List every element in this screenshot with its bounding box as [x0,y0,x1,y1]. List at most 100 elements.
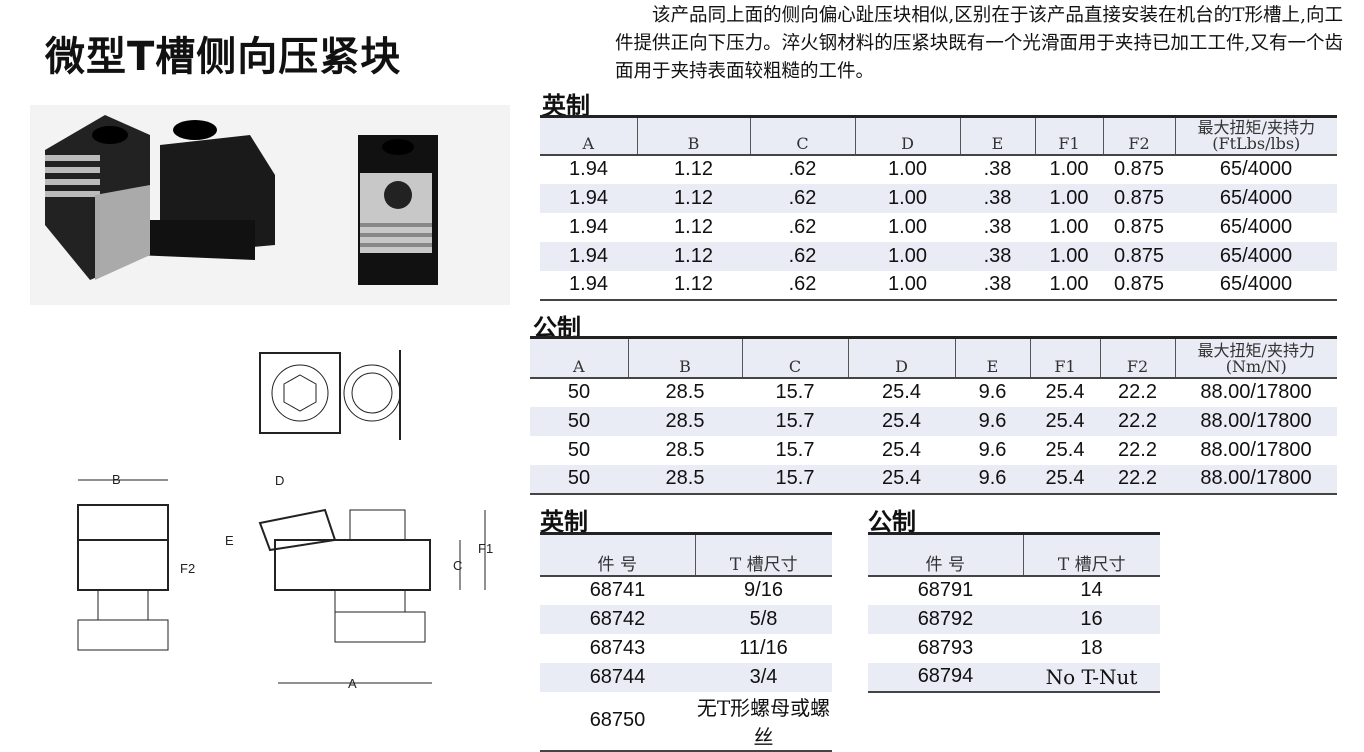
table-cell: 68793 [917,636,974,659]
table-row: 1.94 1.12.62 1.00.38 1.00 0.875 65/4000 [540,271,1337,300]
column-header: C [749,116,855,155]
table-cell: 65/4000 [1219,215,1293,238]
table-cell: 50 [567,438,591,461]
table-cell: 68791 [917,579,974,601]
table-row: 68791 14 [868,576,1160,605]
table-cell: 9/16 [744,579,783,601]
table-row: 68750 无T形螺母或螺丝 [540,692,832,751]
svg-text:E: E [225,533,234,548]
table-cell: 88.00/17800 [1200,438,1312,461]
table-cell: 68742 [540,604,695,634]
table-cell: 5/8 [695,604,832,634]
table-cell: 25.4 [1030,464,1100,494]
table-cell: 1.12 [674,215,713,238]
table-cell: 25.4 [1045,381,1085,403]
table-cell: 0.875 [1113,215,1165,238]
table-cell: 15.7 [775,381,815,403]
table-row: 1.94 1.12.62 1.00.38 1.00 0.875 65/4000 [540,155,1337,184]
table-cell: 68792 [868,604,1023,634]
table-cell: 1.00 [888,215,927,238]
table-cell: 9.6 [978,381,1007,403]
table-cell: 68750 [589,709,646,731]
table-cell: 9.6 [978,438,1007,461]
table-cell: 15.7 [742,464,848,494]
column-header: D [847,337,955,378]
table-cell: 1.12 [674,273,713,295]
table-cell: 0.875 [1113,158,1165,180]
metric-dimensions-table: A B C D E F1 F2 最大扭矩/夹持力 (Nm/N) 50 28.5 15.7 25.4 9.… [530,336,1337,495]
column-header: F2 [1102,116,1175,155]
column-header: B [627,337,742,378]
table-cell: 1.12 [674,158,713,180]
table-cell: 1.94 [569,273,608,295]
column-header: F1 [1029,337,1100,378]
imperial-label: 英制 [542,92,590,120]
column-header: 件 号 [868,533,1023,576]
table-cell: 1.12 [637,183,750,213]
table-row: 1.94 1.12.62 1.00.38 1.00 0.875 65/4000 [540,183,1337,213]
table-row: 50 28.5 15.7 25.4 9.6 25.4 22.2 88.00/17800 [530,406,1337,436]
table-cell: 0.875 [1103,241,1175,271]
table-cell: 1.00 [1035,241,1103,271]
table-cell: 68744 [540,662,695,692]
table-cell: 28.5 [628,406,742,436]
table-cell: 1.00 [855,241,960,271]
table-cell: 28.5 [628,464,742,494]
table-cell: 1.00 [1049,273,1089,295]
table-row: 68743 11/16 [540,634,832,663]
column-header: T 槽尺寸 [694,533,832,576]
table-row: 68792 16 [868,604,1160,634]
table-cell: .38 [983,215,1012,238]
table-cell: 1.00 [855,183,960,213]
table-cell: .62 [788,158,817,180]
table-cell: 22.2 [1118,381,1157,403]
column-header: B [636,116,750,155]
table-row: 50 28.5 15.7 25.4 9.6 25.4 22.2 88.00/17800 [530,378,1337,407]
table-cell: 22.2 [1118,438,1157,461]
table-cell: 0.875 [1113,273,1165,295]
table-cell: 14 [1080,579,1103,601]
table-cell: 1.00 [1049,215,1089,238]
table-cell: 65/4000 [1219,158,1293,180]
column-header: F1 [1034,116,1103,155]
table-row: 1.94 1.12.62 1.00.38 1.00 0.875 65/4000 [540,241,1337,271]
table-cell: 1.00 [1049,158,1089,180]
table-cell: 1.94 [540,183,637,213]
table-cell: 28.5 [665,438,705,461]
table-cell: 1.00 [888,158,927,180]
table-cell: 25.4 [882,438,921,461]
column-header: D [854,116,960,155]
table-cell: 25.4 [848,464,955,494]
svg-text:F2: F2 [180,561,195,576]
table-cell: 50 [530,464,628,494]
svg-text:F1: F1 [478,541,493,556]
table-cell: 0.875 [1103,183,1175,213]
table-cell: 11/16 [739,636,788,659]
table-cell: 22.2 [1100,406,1175,436]
table-cell: 1.00 [888,273,927,295]
table-row: 50 28.5 15.7 25.4 9.6 25.4 22.2 88.00/17800 [530,464,1337,494]
table-cell: .38 [960,241,1035,271]
table-cell: 65/4000 [1175,241,1337,271]
table-cell: 9.6 [955,464,1030,494]
table-cell: .62 [750,241,855,271]
table-cell: 25.4 [1045,438,1085,461]
table-cell: 3/4 [695,662,832,692]
product-photo [30,105,510,305]
table-cell: 68741 [589,579,646,601]
column-header: 最大扭矩/夹持力 (FtLbs/lbs) [1174,116,1337,155]
column-header: A [540,116,637,155]
svg-text:B: B [112,472,121,487]
table-cell: .62 [750,183,855,213]
table-cell: 18 [1080,636,1103,659]
technical-drawing: B F2 A D E C F1 [77,350,493,691]
table-cell: No T-Nut [1023,662,1160,692]
table-cell: 1.12 [637,241,750,271]
table-cell: 50 [530,406,628,436]
table-cell: 88.00/17800 [1175,406,1337,436]
table-cell: 68794 [868,662,1023,692]
table-cell: 15.7 [775,438,815,461]
table-cell: .38 [983,158,1012,180]
page-title: 微型T槽侧向压紧块 [45,34,402,80]
table-row: 68794 No T-Nut [868,662,1160,692]
